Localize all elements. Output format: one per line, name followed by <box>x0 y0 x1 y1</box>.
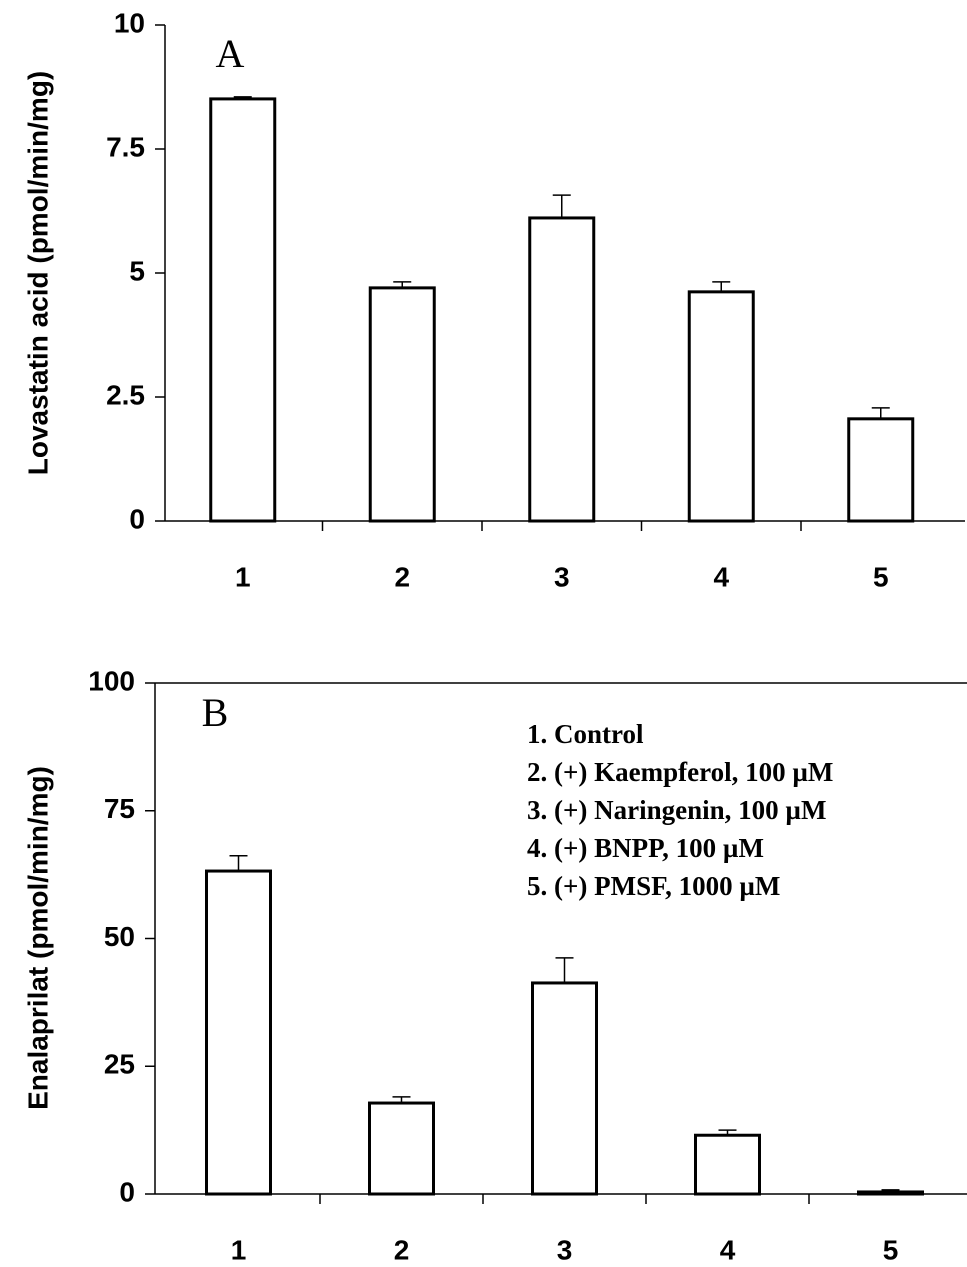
y-tick-label: 7.5 <box>106 131 145 162</box>
bar <box>368 286 436 523</box>
bar <box>531 981 598 1196</box>
legend-note: 2. (+) Kaempferol, 100 µM <box>527 757 833 787</box>
y-tick-label: 50 <box>104 921 135 952</box>
x-tick-label: 4 <box>720 1234 736 1265</box>
y-tick-label: 2.5 <box>106 379 145 410</box>
y-tick-label: 100 <box>88 665 135 696</box>
x-tick-label: 1 <box>235 561 251 592</box>
panel-label: B <box>202 690 229 735</box>
y-tick-label: 5 <box>129 255 145 286</box>
x-tick-label: 2 <box>394 561 410 592</box>
y-tick-label: 25 <box>104 1049 135 1080</box>
bar <box>528 216 596 523</box>
x-tick-label: 5 <box>873 561 889 592</box>
x-tick-label: 3 <box>557 1234 573 1265</box>
x-tick-label: 4 <box>713 561 729 592</box>
x-tick-label: 2 <box>394 1234 410 1265</box>
legend-note: 5. (+) PMSF, 1000 µM <box>527 871 780 901</box>
x-tick-label: 1 <box>231 1234 247 1265</box>
legend-note: 4. (+) BNPP, 100 µM <box>527 833 764 863</box>
x-tick-label: 3 <box>554 561 570 592</box>
y-tick-label: 10 <box>114 7 145 38</box>
panel-label: A <box>216 31 245 76</box>
bar <box>368 1101 435 1196</box>
bar <box>847 417 915 523</box>
y-tick-label: 75 <box>104 793 135 824</box>
bar <box>687 290 755 523</box>
y-axis-label: Lovastatin acid (pmol/min/mg) <box>22 71 53 475</box>
bar <box>205 869 272 1196</box>
y-axis-label: Enalaprilat (pmol/min/mg) <box>22 766 53 1110</box>
y-tick-label: 0 <box>119 1176 135 1207</box>
y-tick-label: 0 <box>129 503 145 534</box>
legend-note: 1. Control <box>527 719 644 749</box>
bar <box>694 1133 761 1196</box>
legend-note: 3. (+) Naringenin, 100 µM <box>527 795 826 825</box>
bar <box>209 97 277 523</box>
x-tick-label: 5 <box>883 1234 899 1265</box>
bar <box>857 1190 924 1196</box>
